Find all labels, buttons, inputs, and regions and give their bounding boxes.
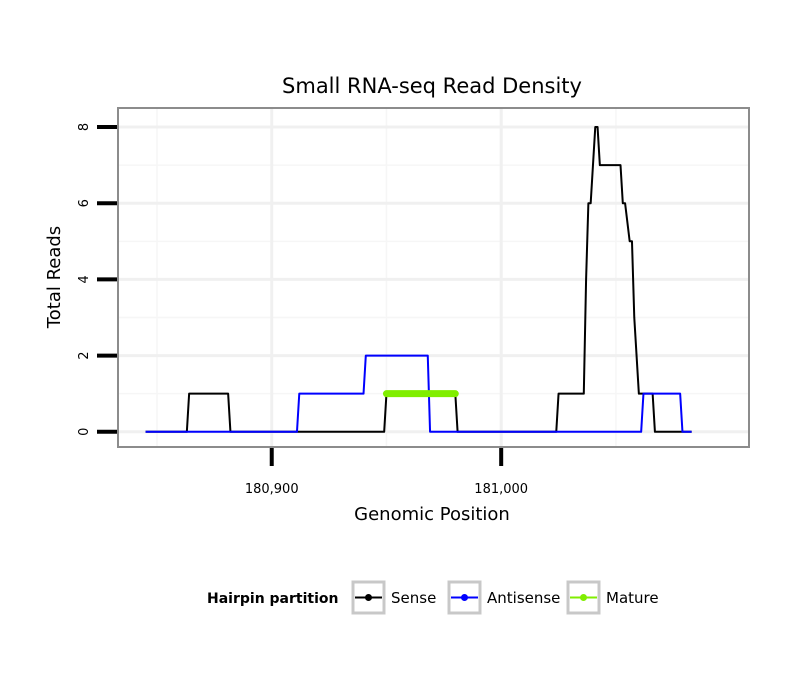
x-tick-label: 181,000 <box>474 482 528 497</box>
legend-key-dot-antisense <box>461 594 468 601</box>
y-tick-label: 4 <box>77 275 92 283</box>
legend-entry-mature: Mature <box>566 580 659 615</box>
x-axis-title: Genomic Position <box>354 504 510 525</box>
y-axis: 0 2 4 6 8 <box>77 123 117 436</box>
legend-key-dot-sense <box>365 594 372 601</box>
legend-key-dot-mature <box>580 594 587 601</box>
y-tick-label: 6 <box>77 199 92 207</box>
x-axis: 180,900 181,000 <box>245 448 528 497</box>
x-tick-label: 180,900 <box>245 482 299 497</box>
legend-label-sense: Sense <box>391 589 436 607</box>
grid <box>118 108 749 447</box>
plot-panel-border <box>117 107 750 448</box>
y-axis-title: Total Reads <box>44 226 65 329</box>
series-line-sense <box>145 126 692 433</box>
legend-title: Hairpin partition <box>207 591 338 607</box>
series-layer <box>145 126 692 433</box>
y-tick-label: 2 <box>77 351 92 359</box>
legend: Hairpin partition Sense Antisense Mature <box>207 580 659 615</box>
legend-entry-sense: Sense <box>351 580 436 615</box>
legend-label-antisense: Antisense <box>487 589 560 607</box>
y-tick-label: 8 <box>77 123 92 131</box>
y-tick-label: 0 <box>77 428 92 436</box>
legend-label-mature: Mature <box>606 589 659 607</box>
chart-title: Small RNA-seq Read Density <box>282 74 582 98</box>
legend-entry-antisense: Antisense <box>447 580 560 615</box>
